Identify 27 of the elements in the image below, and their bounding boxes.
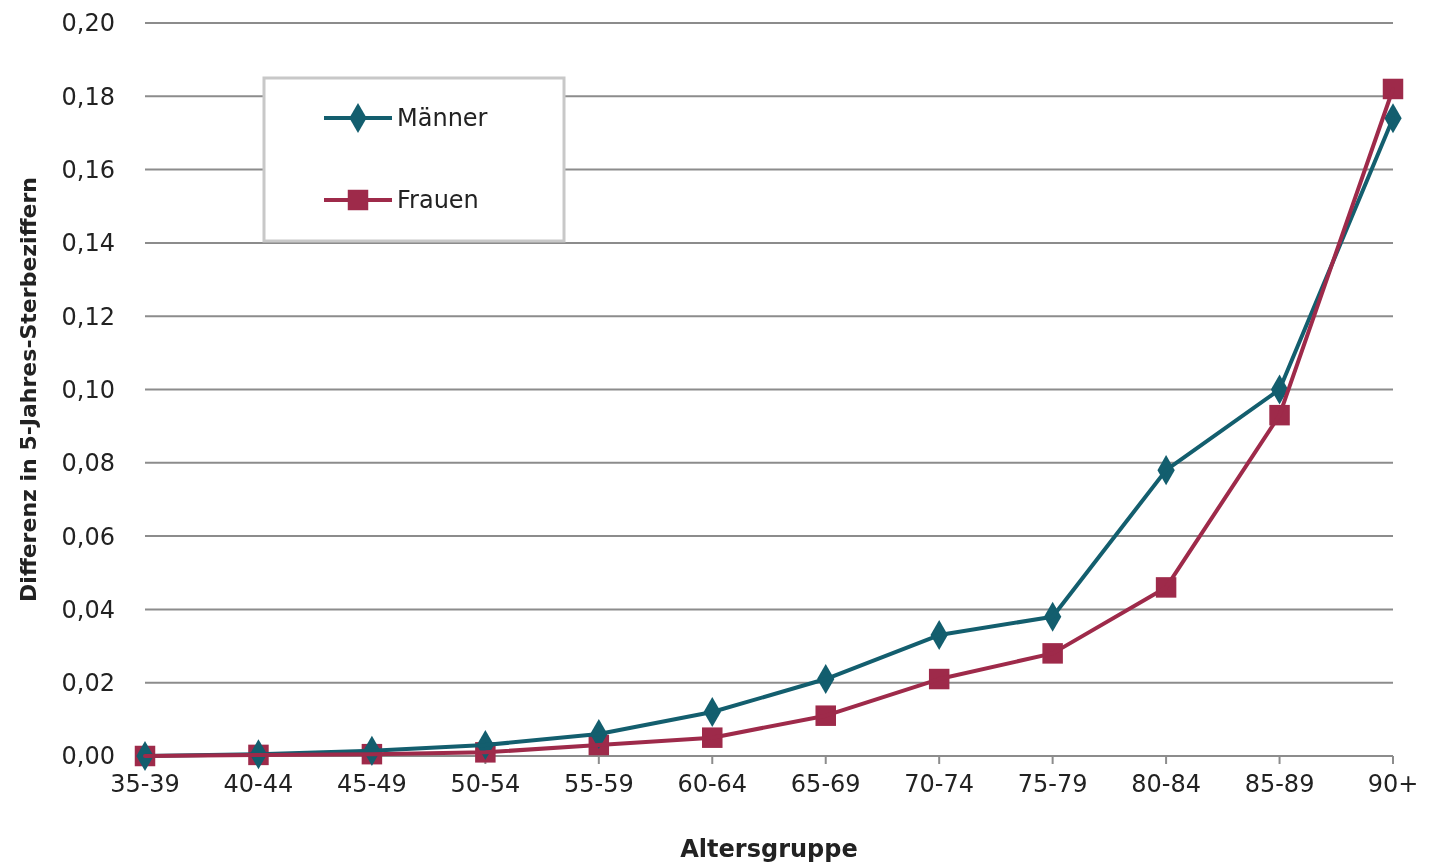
- y-tick-label: 0,18: [61, 82, 115, 111]
- x-tick-label: 60-64: [677, 770, 748, 798]
- x-tick-label: 35-39: [110, 770, 180, 798]
- y-tick-label: 0,14: [61, 229, 115, 258]
- legend-label: Männer: [397, 104, 488, 133]
- y-tick-label: 0,02: [61, 669, 115, 698]
- y-tick-label: 0,06: [61, 522, 115, 551]
- x-tick-label: 85-89: [1244, 770, 1315, 798]
- y-tick-label: 0,12: [61, 302, 115, 331]
- y-tick-label: 0,00: [61, 742, 115, 771]
- y-axis-title: Differenz in 5-Jahres-Sterbeziffern: [16, 177, 41, 602]
- x-tick-label: 55-59: [563, 770, 634, 798]
- x-axis-title: Altersgruppe: [680, 835, 858, 863]
- x-tick-label: 70-74: [904, 770, 975, 798]
- y-tick-label: 0,10: [61, 375, 115, 404]
- x-tick-label: 90+: [1367, 770, 1419, 798]
- y-tick-label: 0,20: [61, 9, 115, 38]
- x-tick-label: 40-44: [223, 770, 294, 798]
- y-tick-label: 0,04: [61, 595, 115, 624]
- y-tick-label: 0,08: [61, 449, 115, 478]
- x-tick-label: 75-79: [1017, 770, 1088, 798]
- y-tick-label: 0,16: [61, 156, 115, 184]
- x-tick-label: 50-54: [450, 770, 521, 798]
- x-tick-label: 80-84: [1131, 770, 1201, 798]
- legend-label: Frauen: [397, 186, 479, 215]
- x-tick-label: 45-49: [337, 770, 407, 798]
- x-tick-label: 65-69: [790, 770, 861, 798]
